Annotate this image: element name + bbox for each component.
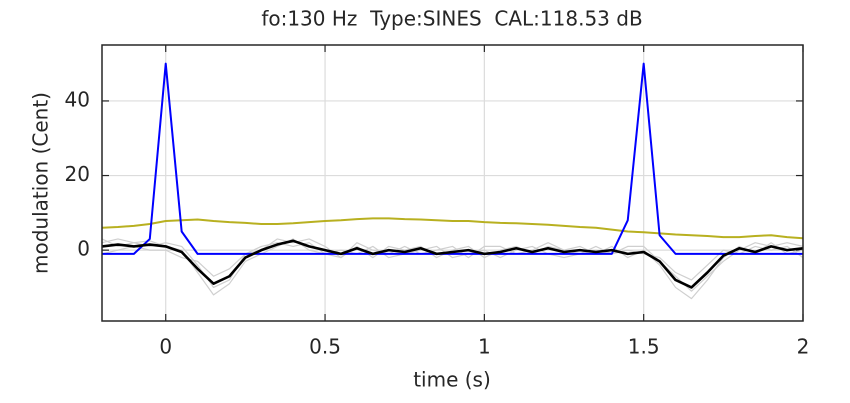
x-tick-label: 1.5 bbox=[628, 335, 660, 359]
data-line bbox=[102, 62, 803, 255]
y-tick-label: 40 bbox=[65, 87, 90, 111]
data-line bbox=[102, 238, 803, 300]
x-tick-label: 0.5 bbox=[309, 335, 341, 359]
data-line bbox=[102, 242, 803, 281]
x-tick-label: 0 bbox=[159, 335, 172, 359]
plot-frame bbox=[101, 44, 804, 322]
y-axis-label: modulation (Cent) bbox=[29, 92, 53, 274]
data-line bbox=[102, 239, 803, 289]
y-tick-label: 0 bbox=[77, 237, 90, 261]
x-tick-label: 1 bbox=[478, 335, 491, 359]
x-axis-label: time (s) bbox=[413, 368, 491, 392]
chart-title: fo:130 Hz Type:SINES CAL:118.53 dB bbox=[261, 7, 642, 31]
data-line bbox=[102, 238, 803, 292]
y-tick-label: 20 bbox=[65, 162, 90, 186]
x-tick-label: 2 bbox=[797, 335, 810, 359]
data-line bbox=[102, 217, 803, 240]
